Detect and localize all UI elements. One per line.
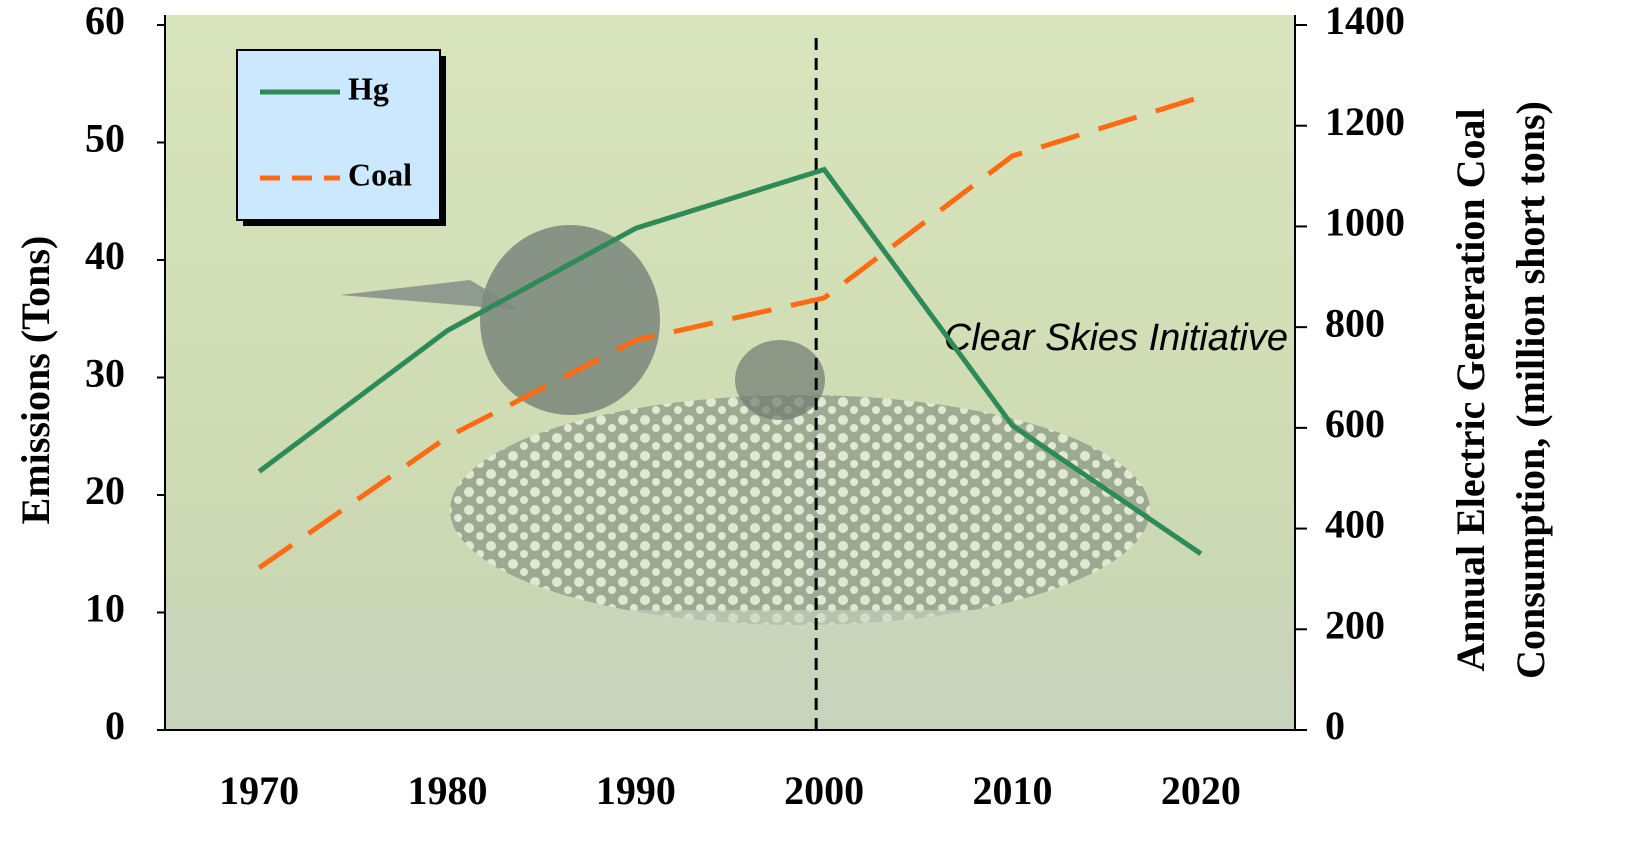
legend-label: Hg [348, 70, 389, 106]
annotation: Clear Skies Initiative [944, 317, 1288, 359]
y-tick-label: 60 [85, 0, 125, 43]
y2-tick-label: 0 [1325, 703, 1345, 748]
y2-tick-label: 400 [1325, 502, 1385, 547]
y-tick-label: 40 [85, 233, 125, 278]
x-tick-label: 1980 [408, 768, 488, 813]
legend-label: Coal [348, 156, 412, 192]
y2-tick-label: 200 [1325, 602, 1385, 647]
y-tick-label: 50 [85, 116, 125, 161]
y-axis-title: Emissions (Tons) [13, 236, 58, 525]
plot-background [165, 15, 1295, 730]
series-line [257, 166, 1203, 556]
x-tick-label: 2010 [973, 768, 1053, 813]
y-tick-label: 30 [85, 351, 125, 396]
y2-tick-label: 800 [1325, 300, 1385, 345]
y2-tick-label: 1400 [1325, 0, 1405, 43]
x-tick-label: 1990 [596, 768, 676, 813]
x-tick-label: 1970 [219, 768, 299, 813]
y2-tick-label: 600 [1325, 401, 1385, 446]
x-tick-label: 2000 [784, 768, 864, 813]
legend [236, 49, 446, 226]
y2-tick-label: 1000 [1325, 200, 1405, 245]
y-tick-label: 0 [105, 703, 125, 748]
y2-tick-label: 1200 [1325, 99, 1405, 144]
y2-axis-title: Consumption, (million short tons) [1508, 101, 1553, 679]
series-line [257, 94, 1202, 570]
y-tick-label: 20 [85, 468, 125, 513]
y2-axis-title: Annual Electric Generation Coal [1448, 108, 1493, 671]
y-tick-label: 10 [85, 586, 125, 631]
x-tick-label: 2020 [1161, 768, 1241, 813]
